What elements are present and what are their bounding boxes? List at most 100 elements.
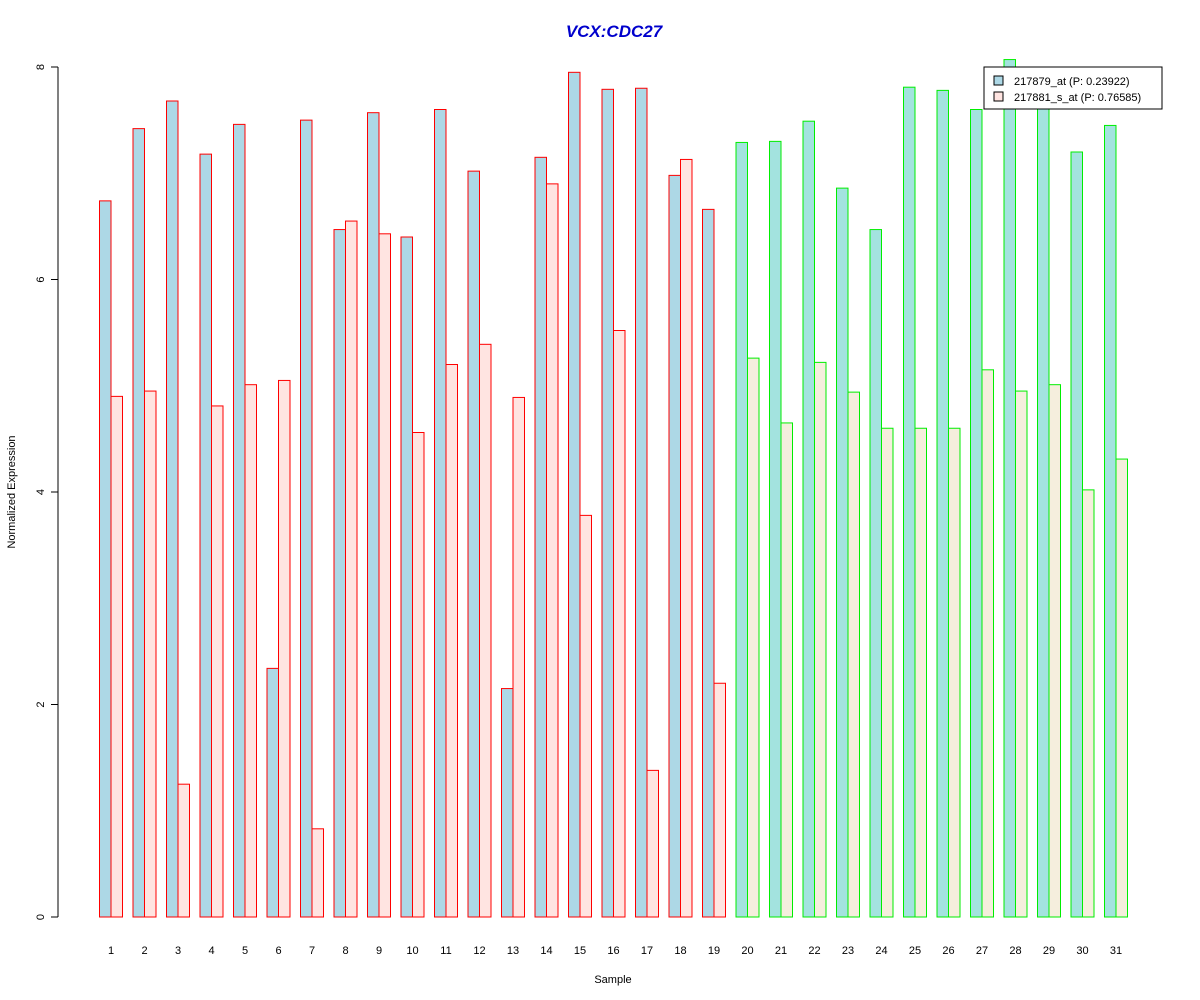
bar-sample-26-series-2: [948, 427, 961, 918]
x-tick-label-17: 17: [641, 945, 653, 957]
x-tick-label-15: 15: [574, 945, 586, 957]
y-tick-label: 2: [35, 701, 47, 707]
legend-swatch-217881_s_at: [993, 91, 1004, 102]
x-tick-label-26: 26: [942, 945, 954, 957]
bar-sample-14-series-1: [534, 156, 547, 918]
bar-sample-2-series-2: [144, 390, 157, 918]
x-tick-label-14: 14: [540, 945, 552, 957]
bar-sample-25-series-2: [914, 427, 927, 918]
x-tick-label-30: 30: [1076, 945, 1088, 957]
legend-box: [983, 66, 1163, 110]
bar-sample-6-series-1: [266, 667, 279, 918]
bar-sample-2-series-1: [132, 128, 145, 918]
bar-sample-31-series-1: [1104, 124, 1117, 918]
bar-sample-9-series-1: [367, 112, 380, 918]
bar-sample-13-series-1: [501, 688, 514, 918]
bar-sample-11-series-1: [434, 109, 447, 918]
bar-sample-16-series-1: [601, 88, 614, 918]
bar-sample-5-series-2: [244, 384, 257, 918]
x-tick-label-19: 19: [708, 945, 720, 957]
bar-sample-27-series-1: [970, 109, 983, 918]
bar-sample-17-series-1: [635, 87, 648, 918]
bar-sample-22-series-2: [814, 361, 827, 918]
bar-sample-26-series-1: [936, 89, 949, 918]
y-axis-label: Normalized Expression: [6, 435, 18, 548]
x-axis-label: Sample: [594, 974, 631, 986]
y-tick-label: 4: [35, 489, 47, 495]
bar-sample-31-series-2: [1115, 458, 1128, 918]
bar-sample-23-series-2: [847, 391, 860, 918]
bar-sample-3-series-1: [166, 100, 179, 918]
bar-sample-27-series-2: [981, 369, 994, 918]
bar-sample-19-series-1: [702, 208, 715, 918]
bar-sample-14-series-2: [546, 183, 559, 918]
bar-sample-4-series-2: [211, 405, 224, 918]
x-tick-label-9: 9: [376, 945, 382, 957]
bar-sample-21-series-1: [769, 140, 782, 918]
bar-sample-5-series-1: [233, 123, 246, 918]
x-tick-label-20: 20: [741, 945, 753, 957]
chart-title: VCX:CDC27: [566, 22, 664, 41]
bar-sample-22-series-1: [802, 120, 815, 918]
bar-sample-24-series-1: [869, 229, 882, 918]
y-tick-label: 0: [35, 914, 47, 920]
legend: 217879_at (P: 0.23922) 217881_s_at (P: 0…: [983, 66, 1163, 110]
x-tick-label-21: 21: [775, 945, 787, 957]
x-axis-tick-labels: 1 2 3 4 5 6 7 8 9 10 11 12 13 14 15 16 17 18 19 20 21 22 23 24 2…: [108, 945, 1122, 957]
bar-sample-21-series-2: [780, 422, 793, 918]
bar-sample-7-series-2: [311, 828, 324, 918]
x-tick-label-24: 24: [875, 945, 887, 957]
x-tick-label-29: 29: [1043, 945, 1055, 957]
bar-sample-19-series-2: [713, 682, 726, 918]
bar-sample-7-series-1: [300, 119, 313, 918]
bar-sample-12-series-1: [467, 170, 480, 918]
bar-sample-10-series-1: [400, 236, 413, 918]
x-tick-label-31: 31: [1110, 945, 1122, 957]
bar-sample-8-series-2: [345, 220, 358, 918]
x-tick-label-8: 8: [342, 945, 348, 957]
bar-sample-6-series-2: [278, 379, 291, 918]
x-tick-label-16: 16: [607, 945, 619, 957]
bar-sample-13-series-2: [512, 396, 525, 918]
x-tick-label-12: 12: [473, 945, 485, 957]
bar-sample-18-series-1: [668, 174, 681, 918]
bar-sample-20-series-1: [735, 141, 748, 918]
bar-sample-18-series-2: [680, 158, 693, 918]
bar-sample-20-series-2: [747, 357, 760, 918]
x-tick-label-5: 5: [242, 945, 248, 957]
x-tick-label-11: 11: [440, 945, 451, 957]
x-tick-label-10: 10: [406, 945, 418, 957]
x-tick-label-13: 13: [507, 945, 519, 957]
bar-sample-4-series-1: [199, 153, 212, 918]
bar-sample-11-series-2: [445, 364, 458, 918]
x-tick-label-1: 1: [108, 945, 114, 957]
x-tick-label-22: 22: [808, 945, 820, 957]
bar-sample-12-series-2: [479, 343, 492, 918]
bar-sample-29-series-1: [1037, 105, 1050, 918]
bar-sample-29-series-2: [1048, 384, 1061, 918]
bar-sample-25-series-1: [903, 86, 916, 918]
bar-sample-9-series-2: [378, 233, 391, 918]
x-tick-label-28: 28: [1009, 945, 1021, 957]
bar-sample-23-series-1: [836, 187, 849, 918]
x-tick-label-7: 7: [309, 945, 315, 957]
bar-sample-24-series-2: [881, 427, 894, 918]
x-tick-label-3: 3: [175, 945, 181, 957]
bar-sample-10-series-2: [412, 432, 425, 918]
bar-sample-30-series-2: [1082, 489, 1095, 918]
bar-sample-16-series-2: [613, 330, 626, 918]
bar-sample-1-series-2: [110, 395, 123, 918]
bar-sample-15-series-2: [579, 514, 592, 918]
bar-sample-28-series-1: [1003, 59, 1016, 918]
bar-sample-3-series-2: [177, 783, 190, 918]
y-tick-label: 8: [35, 64, 47, 70]
bar-sample-8-series-1: [333, 229, 346, 918]
legend-label-217879_at: 217879_at (P: 0.23922): [1014, 76, 1130, 88]
bar-sample-15-series-1: [568, 71, 581, 918]
legend-swatch-217879_at: [993, 75, 1004, 86]
x-tick-label-25: 25: [909, 945, 921, 957]
bar-sample-30-series-1: [1070, 151, 1083, 918]
x-tick-label-2: 2: [141, 945, 147, 957]
bar-sample-17-series-2: [646, 769, 659, 918]
